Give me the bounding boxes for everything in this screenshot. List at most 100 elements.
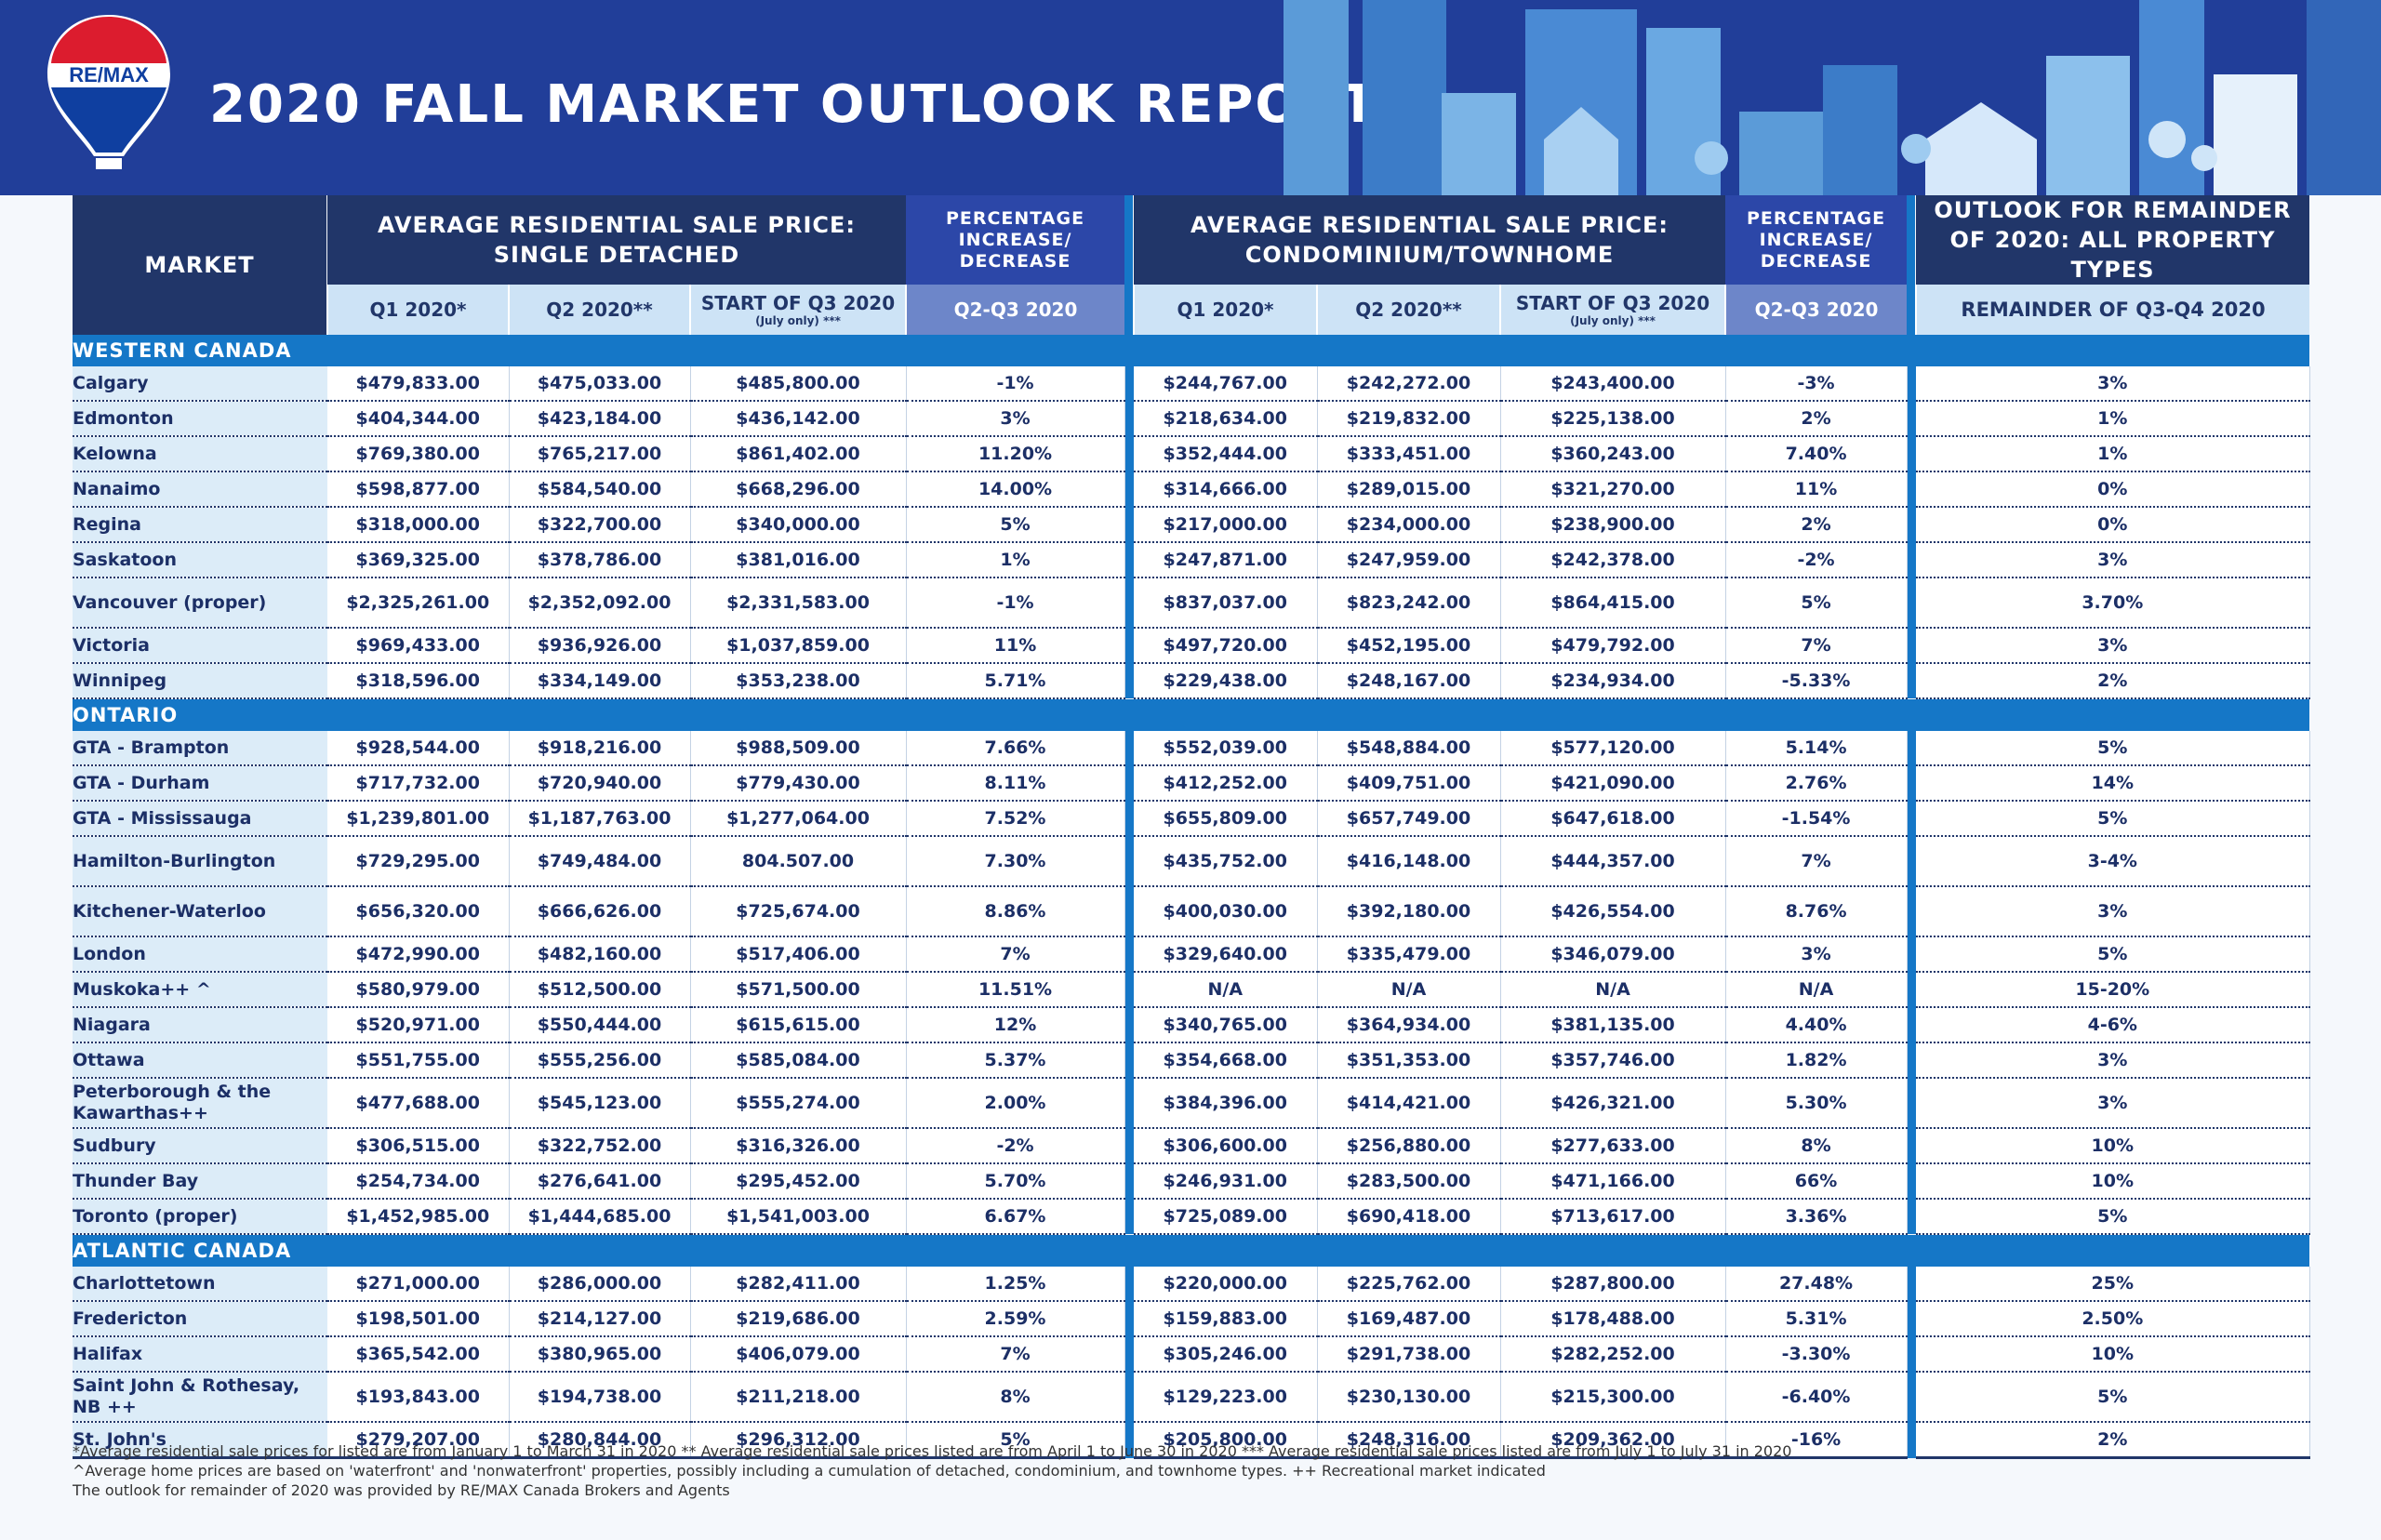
condo-q2-price: $414,421.00 (1317, 1078, 1501, 1129)
single-q2-price: $322,752.00 (509, 1128, 691, 1164)
condo-q2-price: N/A (1317, 972, 1501, 1008)
single-pct-change: 5.71% (906, 663, 1125, 699)
single-q3-price: $436,142.00 (690, 401, 907, 437)
single-q3-price: $381,016.00 (690, 542, 907, 578)
remax-balloon-logo: RE/MAX (47, 15, 170, 169)
column-divider (1124, 401, 1135, 436)
outlook-value: 5% (1916, 936, 2310, 973)
single-q1-price: $769,380.00 (327, 436, 510, 472)
condo-q3-header: START OF Q3 2020 (July only) *** (1499, 285, 1726, 335)
column-divider (1124, 731, 1135, 765)
condo-q2-price: $289,015.00 (1317, 471, 1501, 508)
single-q3-price: $1,277,064.00 (690, 801, 907, 837)
single-q2-price: $1,187,763.00 (509, 801, 691, 837)
single-q1-price: $279,207.00 (327, 1422, 510, 1459)
table-row: GTA - Durham $717,732.00 $720,940.00 $779,4… (73, 765, 2310, 802)
condo-pct-change: 3% (1725, 936, 1908, 973)
condo-q1-price: $244,767.00 (1134, 366, 1318, 402)
condo-q2-price: $283,500.00 (1317, 1163, 1501, 1200)
market-name: Sudbury (73, 1128, 327, 1164)
condo-q1-price: $229,438.00 (1134, 663, 1318, 699)
condo-q2-price: $657,749.00 (1317, 801, 1501, 837)
table-row: GTA - Brampton $928,544.00 $918,216.00 $988… (73, 731, 2310, 766)
single-pct-change: 7% (906, 936, 1125, 973)
single-q3-price: $282,411.00 (690, 1267, 907, 1302)
outlook-value: 3% (1916, 542, 2310, 578)
single-q3-price: $340,000.00 (690, 507, 907, 543)
condo-q3-price: $444,357.00 (1500, 836, 1726, 887)
single-pct-change: -1% (906, 366, 1125, 402)
condo-pct-change: 7% (1725, 628, 1908, 664)
single-pct-change: 1.25% (906, 1267, 1125, 1302)
outlook-value: 10% (1916, 1163, 2310, 1200)
condo-q1-price: $352,444.00 (1134, 436, 1318, 472)
market-name: Kitchener-Waterloo (73, 886, 327, 937)
single-pct-change: 6.67% (906, 1199, 1125, 1235)
market-name: Winnipeg (73, 663, 327, 699)
footnotes: *Average residential sale prices for lis… (73, 1441, 2212, 1500)
column-divider (1124, 1199, 1135, 1234)
single-q3-price: $1,037,859.00 (690, 628, 907, 664)
single-pct-change: 14.00% (906, 471, 1125, 508)
single-q1-price: $369,325.00 (327, 542, 510, 578)
condo-q2-price: $242,272.00 (1317, 366, 1501, 402)
single-q3-price: $725,674.00 (690, 886, 907, 937)
single-pct-change: 11% (906, 628, 1125, 664)
footnote: ^Average home prices are based on 'water… (73, 1462, 1546, 1480)
column-divider (1907, 366, 1917, 401)
condo-q1-price: $247,871.00 (1134, 542, 1318, 578)
outlook-value: 0% (1916, 471, 2310, 508)
condo-q1-price: $306,600.00 (1134, 1128, 1318, 1164)
single-q3-price: $353,238.00 (690, 663, 907, 699)
single-q2-price: $512,500.00 (509, 972, 691, 1008)
single-q2-price: $280,844.00 (509, 1422, 691, 1459)
column-divider (1907, 471, 1917, 507)
column-divider (1907, 1422, 1917, 1458)
condo-q1-price: $305,246.00 (1134, 1336, 1318, 1373)
table-row: Nanaimo $598,877.00 $584,540.00 $668,296.00… (73, 471, 2310, 508)
column-divider (1124, 578, 1135, 628)
single-q3-price: $219,686.00 (690, 1301, 907, 1337)
outlook-value: 4-6% (1916, 1007, 2310, 1043)
condo-q3-price: $360,243.00 (1500, 436, 1726, 472)
condo-q2-price: $291,738.00 (1317, 1336, 1501, 1373)
column-divider (1124, 1078, 1135, 1128)
market-name: London (73, 936, 327, 973)
single-q1-price: $193,843.00 (327, 1372, 510, 1423)
condo-q1-price: $340,765.00 (1134, 1007, 1318, 1043)
condo-q2-price: $333,451.00 (1317, 436, 1501, 472)
column-divider (1907, 1301, 1917, 1336)
outlook-period-header: REMAINDER OF Q3-Q4 2020 (1915, 285, 2310, 335)
single-q3-price: $779,430.00 (690, 765, 907, 802)
outlook-value: 25% (1916, 1267, 2310, 1302)
outlook-value: 0% (1916, 507, 2310, 543)
column-divider (1124, 436, 1135, 471)
single-q3-header: START OF Q3 2020 (July only) *** (688, 285, 907, 335)
single-q1-price: $318,000.00 (327, 507, 510, 543)
column-divider (1907, 195, 1917, 335)
condo-q2-price: $248,316.00 (1317, 1422, 1501, 1459)
table-row: Fredericton $198,501.00 $214,127.00 $219,68… (73, 1301, 2310, 1337)
condo-pct-change: -6.40% (1725, 1372, 1908, 1423)
condo-q1-price: $220,000.00 (1134, 1267, 1318, 1302)
city-skyline-illustration (1284, 0, 2381, 195)
condo-q2-price: $247,959.00 (1317, 542, 1501, 578)
market-name: Peterborough & the Kawarthas++ (73, 1078, 327, 1129)
single-q3-price: $861,402.00 (690, 436, 907, 472)
condo-q2-price: $548,884.00 (1317, 731, 1501, 766)
outlook-value: 3% (1916, 628, 2310, 664)
market-name: Fredericton (73, 1301, 327, 1337)
condo-pct-change: 8% (1725, 1128, 1908, 1164)
column-divider (1124, 507, 1135, 542)
condo-q3-price: $234,934.00 (1500, 663, 1726, 699)
table-body: WESTERN CANADA Calgary $479,833.00 $475,033… (73, 335, 2310, 1459)
condo-q3-price: $282,252.00 (1500, 1336, 1726, 1373)
column-divider (1124, 765, 1135, 801)
condo-q2-price: $230,130.00 (1317, 1372, 1501, 1423)
market-name: Thunder Bay (73, 1163, 327, 1200)
table-row: Regina $318,000.00 $322,700.00 $340,000.00 5… (73, 507, 2310, 543)
q3-label: START OF Q3 2020 (1515, 292, 1710, 314)
single-detached-header: AVERAGE RESIDENTIAL SALE PRICE: SINGLE D… (327, 195, 907, 285)
condo-q3-price: $215,300.00 (1500, 1372, 1726, 1423)
market-name: GTA - Brampton (73, 731, 327, 766)
